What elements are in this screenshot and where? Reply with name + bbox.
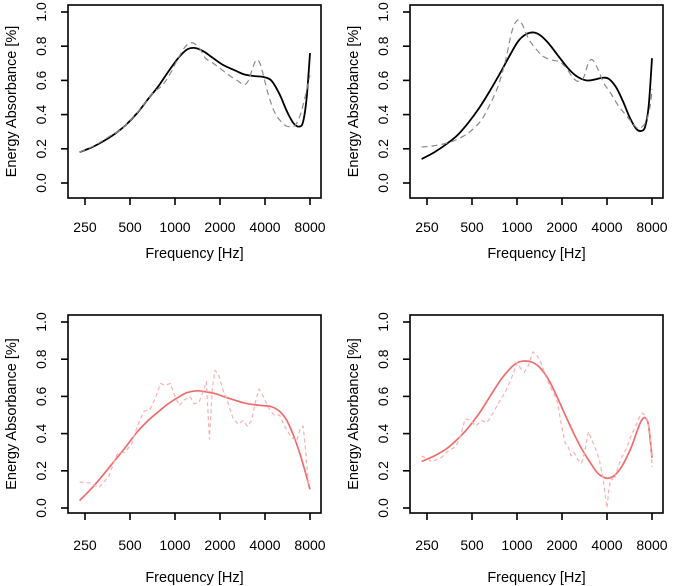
plot-box: [409, 4, 664, 199]
x-tick-label: 500: [460, 219, 484, 235]
x-tick-label: 8000: [636, 537, 667, 553]
y-axis-title: Energy Absorbance [%]: [346, 26, 362, 178]
x-tick-label: 1000: [159, 219, 190, 235]
y-tick-label: 0.6: [33, 386, 49, 406]
y-tick-label: 0.8: [33, 349, 49, 369]
y-tick-label: 1.0: [375, 312, 391, 332]
x-tick-label: 4000: [591, 537, 622, 553]
x-tick-label: 1000: [501, 537, 532, 553]
dashed-curve-measured: [79, 42, 311, 153]
y-tick-label: 0.6: [33, 70, 49, 90]
chart-panel-bottom-right: 250 500 1000 2000 4000 8000 0.0 0.2 0.4 0.6 0.8 1.0…: [346, 312, 668, 586]
y-tick-label: 0.6: [375, 70, 391, 90]
y-tick-label: 0.4: [33, 424, 49, 444]
x-tick-label: 2000: [204, 537, 235, 553]
chart-panel-bottom-left: 250 500 1000 2000 4000 8000 0.0 0.2 0.4 0.6 0.8 1.0…: [4, 312, 326, 586]
chart-panel-top-right: 250 500 1000 2000 4000 8000 0.0 0.2 0.4 0.6 0.8 1.0…: [346, 2, 668, 262]
dashed-curve-measured: [421, 351, 653, 509]
y-axis-title: Energy Absorbance [%]: [346, 338, 362, 490]
x-tick-label: 4000: [249, 537, 280, 553]
solid-curve-smooth-fit: [421, 360, 653, 480]
x-tick-label: 250: [415, 219, 439, 235]
x-tick-label: 8000: [294, 219, 325, 235]
x-tick-label: 250: [73, 537, 97, 553]
x-tick-label: 2000: [546, 219, 577, 235]
y-tick-label: 1.0: [375, 2, 391, 22]
y-tick-label: 0.0: [375, 173, 391, 193]
y-axis-title: Energy Absorbance [%]: [4, 338, 20, 490]
y-tick-label: 0.2: [375, 461, 391, 481]
x-tick-label: 250: [73, 219, 97, 235]
x-axis-title: Frequency [Hz]: [145, 570, 243, 586]
y-tick-label: 0.2: [33, 461, 49, 481]
y-tick-label: 0.8: [375, 36, 391, 56]
y-tick-label: 0.2: [375, 139, 391, 159]
y-tick-label: 1.0: [33, 2, 49, 22]
x-tick-label: 4000: [249, 219, 280, 235]
x-tick-label: 8000: [636, 219, 667, 235]
dashed-curve-measured: [79, 369, 311, 489]
plot-box: [409, 314, 664, 514]
x-tick-label: 8000: [294, 537, 325, 553]
x-axis-title: Frequency [Hz]: [487, 570, 585, 586]
y-tick-label: 0.2: [33, 139, 49, 159]
y-axis-title: Energy Absorbance [%]: [4, 26, 20, 178]
x-tick-label: 1000: [501, 219, 532, 235]
x-tick-label: 1000: [159, 537, 190, 553]
plot-box: [67, 314, 322, 514]
y-tick-label: 0.0: [33, 173, 49, 193]
solid-curve-smooth-fit: [79, 46, 311, 154]
x-axis-title: Frequency [Hz]: [145, 246, 243, 262]
dashed-curve-measured: [421, 19, 653, 148]
x-tick-label: 2000: [546, 537, 577, 553]
y-tick-label: 0.4: [375, 105, 391, 125]
y-tick-label: 0.4: [33, 105, 49, 125]
y-tick-label: 0.8: [375, 349, 391, 369]
x-axis-title: Frequency [Hz]: [487, 246, 585, 262]
x-tick-label: 4000: [591, 219, 622, 235]
x-tick-label: 2000: [204, 219, 235, 235]
x-tick-label: 500: [118, 219, 142, 235]
y-tick-label: 0.8: [33, 36, 49, 56]
x-tick-label: 500: [460, 537, 484, 553]
y-tick-label: 0.4: [375, 424, 391, 444]
y-tick-label: 0.6: [375, 386, 391, 406]
chart-panel-top-left: 250 500 1000 2000 4000 8000 0.0 0.2 0.4 0.6 0.8 1.0…: [4, 2, 326, 262]
y-tick-label: 1.0: [33, 312, 49, 332]
solid-curve-smooth-fit: [78, 389, 311, 502]
x-tick-label: 250: [415, 537, 439, 553]
solid-curve-smooth-fit: [421, 31, 653, 160]
x-tick-label: 500: [118, 537, 142, 553]
plot-box: [67, 4, 322, 199]
y-tick-label: 0.0: [33, 498, 49, 518]
y-tick-label: 0.0: [375, 498, 391, 518]
